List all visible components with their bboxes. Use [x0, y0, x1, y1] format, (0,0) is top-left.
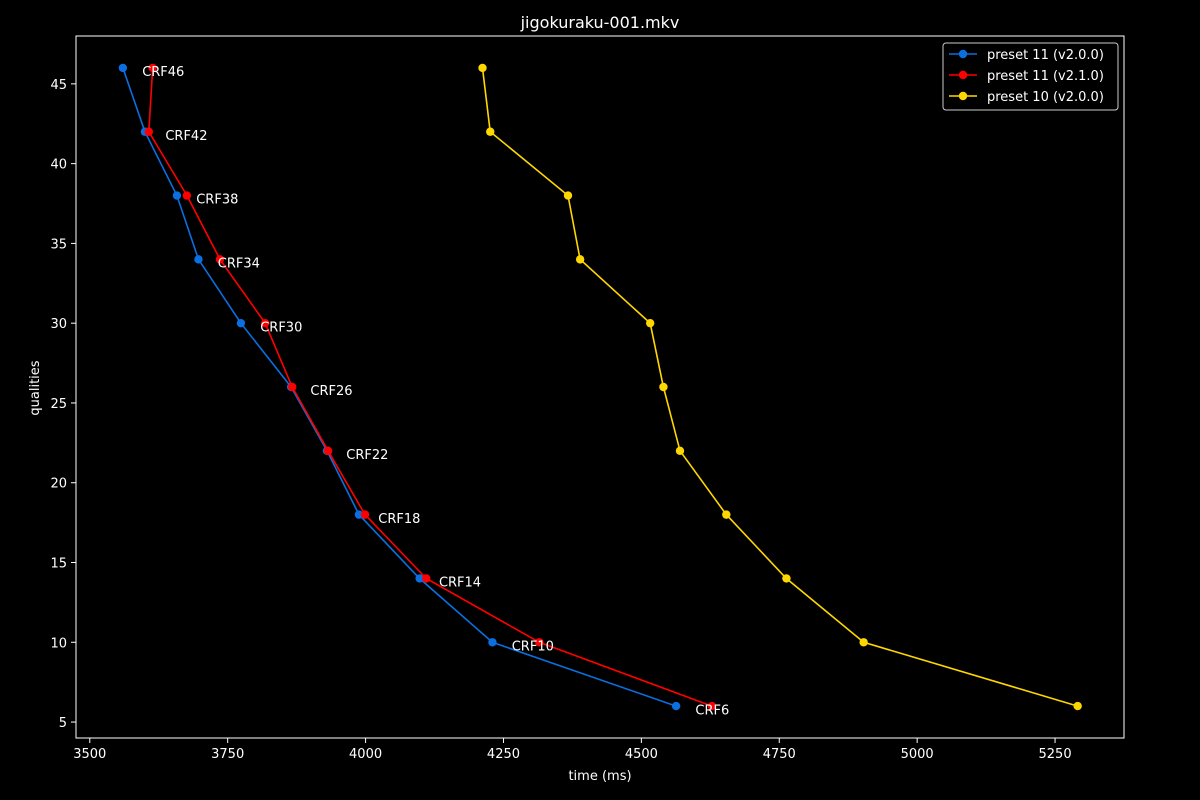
data-point: [172, 191, 182, 200]
crf-annotation: CRF14: [439, 576, 481, 591]
legend-label: preset 11 (v2.0.0): [987, 48, 1104, 63]
crf-annotation: CRF42: [165, 129, 207, 144]
y-axis-ticks: 5 10 15 20 25 30 35 40 45: [50, 78, 76, 731]
data-point: [194, 255, 203, 264]
crf-annotation: CRF38: [196, 193, 238, 208]
y-tick-label: 5: [59, 716, 67, 731]
plot-area: [75, 35, 1125, 739]
x-tick-label: 3750: [211, 747, 244, 762]
crf-annotation: CRF46: [142, 65, 184, 80]
x-axis-ticks: 3500 3750 4000 4250 4500 4750 5000 5250: [73, 738, 1072, 762]
legend-label: preset 11 (v2.1.0): [987, 69, 1104, 84]
legend-marker: [958, 91, 968, 101]
crf-annotation: CRF6: [695, 703, 729, 718]
data-point: [575, 255, 585, 264]
data-point: [535, 638, 544, 647]
data-point: [118, 63, 128, 73]
legend: preset 11 (v2.0.0) preset 11 (v2.1.0) pres…: [942, 42, 1119, 111]
data-point: [659, 382, 668, 392]
y-tick-label: 25: [50, 397, 67, 412]
data-point: [415, 574, 424, 583]
data-point: [422, 574, 431, 583]
x-tick-label: 4750: [763, 747, 796, 762]
legend-box: [942, 42, 1119, 111]
series-1: [144, 63, 717, 711]
data-point: [859, 638, 868, 647]
crf-annotation: CRF30: [260, 320, 302, 335]
x-tick-label: 5000: [901, 747, 934, 762]
series-layer: [118, 63, 1082, 711]
x-tick-label: 4000: [349, 747, 382, 762]
crf-annotation: CRF26: [310, 384, 352, 399]
x-tick-label: 4250: [487, 747, 520, 762]
x-axis-label: time (ms): [568, 769, 631, 784]
legend-marker: [958, 49, 968, 59]
data-point: [354, 510, 364, 519]
data-point: [488, 638, 497, 647]
data-point: [323, 446, 333, 456]
data-point: [645, 318, 655, 328]
y-tick-label: 35: [50, 237, 67, 252]
data-point: [782, 574, 791, 583]
chart-title: jigokuraku-001.mkv: [520, 13, 680, 32]
crf-annotation: CRF34: [218, 257, 260, 272]
y-axis-label: qualities: [28, 360, 43, 415]
data-point: [360, 510, 370, 519]
x-tick-label: 5250: [1039, 747, 1072, 762]
data-point: [1073, 701, 1082, 711]
data-point: [144, 127, 154, 136]
y-tick-label: 45: [50, 78, 67, 93]
series-2: [478, 63, 1082, 711]
data-point: [675, 446, 685, 456]
crf-annotation: CRF18: [378, 512, 420, 527]
y-tick-label: 40: [50, 158, 67, 173]
data-point: [486, 127, 495, 136]
legend-marker: [958, 70, 968, 80]
y-tick-label: 20: [50, 477, 67, 492]
annotation-layer: CRF46 CRF42 CRF38 CRF34 CRF30 CRF26 CRF22 CRF18…: [142, 65, 729, 718]
data-point: [182, 191, 192, 200]
x-tick-label: 4500: [625, 747, 658, 762]
data-point: [260, 318, 270, 328]
data-point: [707, 701, 717, 711]
data-point: [148, 63, 157, 73]
crf-annotation: CRF22: [346, 448, 388, 463]
x-tick-label: 3500: [73, 747, 106, 762]
data-point: [671, 701, 681, 711]
data-point: [288, 382, 297, 392]
data-point: [722, 510, 731, 519]
y-tick-label: 15: [50, 557, 67, 572]
y-tick-label: 10: [50, 636, 67, 651]
y-tick-label: 30: [50, 317, 67, 332]
data-point: [236, 318, 246, 328]
data-point: [563, 191, 573, 200]
crf-annotation: CRF10: [512, 639, 554, 654]
legend-label: preset 10 (v2.0.0): [987, 90, 1104, 105]
data-point: [215, 255, 225, 264]
data-point: [478, 63, 487, 73]
